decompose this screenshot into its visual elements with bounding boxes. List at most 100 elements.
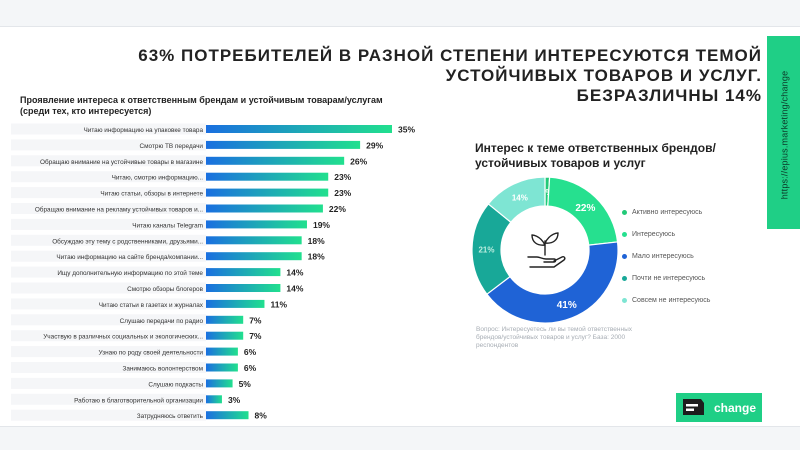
slide-headline: 63% ПОТРЕБИТЕЛЕЙ В РАЗНОЙ СТЕПЕНИ ИНТЕРЕ… — [80, 46, 762, 106]
bar-label-bg — [11, 298, 206, 310]
bar-category-label: Работаю в благотворительной организации — [74, 396, 203, 404]
bar — [206, 125, 392, 133]
side-url[interactable]: https://epius.marketing/change — [776, 60, 792, 210]
legend-swatch — [622, 210, 627, 215]
bar-category-label: Смотрю обзоры блогеров — [127, 285, 203, 293]
legend-item: Интересуюсь — [622, 229, 762, 240]
bar-value-label: 35% — [398, 125, 415, 135]
bar — [206, 220, 307, 229]
legend-label: Мало интересуюсь — [632, 253, 694, 260]
bar — [206, 347, 238, 356]
bar-value-label: 29% — [366, 140, 383, 150]
bar — [206, 156, 345, 165]
bar-category-label: Читаю информацию на сайте бренда/компани… — [56, 253, 203, 261]
bar-value-label: 5% — [239, 379, 252, 389]
bar-label-bg — [11, 346, 206, 358]
bar-chart-subtitle: (среди тех, кто интересуется) — [20, 106, 152, 116]
bar — [206, 395, 222, 404]
bar-label-bg — [11, 282, 206, 294]
donut-slice — [486, 241, 619, 324]
survey-note: Вопрос: Интересуетесь ли вы темой ответс… — [476, 326, 633, 349]
side-url-text[interactable]: https://epius.marketing/change — [779, 70, 790, 200]
bar-value-label: 8% — [255, 411, 268, 421]
bar-category-label: Участвую в различных социальных и эколог… — [43, 334, 203, 341]
legend-swatch — [622, 276, 627, 281]
bar-chart-heading: Проявление интереса к ответственным брен… — [20, 95, 440, 117]
bar-value-label: 14% — [286, 268, 303, 278]
bar-category-label: Слушаю передачи по радио — [120, 318, 204, 325]
bar-value-label: 7% — [249, 315, 262, 325]
legend-swatch — [622, 232, 627, 237]
legend-label: Почти не интересуюсь — [632, 275, 706, 282]
bar-label-bg — [11, 139, 206, 151]
bar-value-label: 18% — [308, 252, 325, 262]
bar-category-label: Ищу дополнительную информацию по этой те… — [57, 269, 203, 277]
bar-value-label: 3% — [228, 395, 241, 405]
bar-value-label: 19% — [313, 220, 330, 230]
bar — [206, 140, 361, 149]
legend-swatch — [622, 298, 627, 303]
bar-label-bg — [11, 203, 206, 214]
bar-chart-title: Проявление интереса к ответственным брен… — [20, 95, 383, 105]
bar-category-label: Читаю, смотрю информацию... — [112, 175, 204, 182]
bar-value-label: 6% — [244, 363, 257, 373]
bar-category-label: Занимаюсь волонтерством — [122, 366, 203, 373]
brand-name: change — [714, 401, 757, 415]
bar-label-bg — [11, 393, 206, 405]
bar-label-bg — [11, 155, 206, 167]
bar — [206, 268, 281, 277]
bar-label-bg — [11, 187, 206, 199]
bar-value-label: 26% — [350, 156, 367, 166]
bar — [206, 299, 265, 308]
bar — [206, 188, 329, 197]
legend-label: Совсем не интересуюсь — [632, 297, 711, 304]
donut-slice — [487, 176, 546, 224]
bar — [206, 363, 238, 372]
bar-value-label: 6% — [244, 347, 257, 357]
headline-line-3: БЕЗРАЗЛИЧНЫ 14% — [576, 86, 762, 105]
bar-label-bg — [11, 362, 206, 373]
donut-chart: 1% 22% 41% 21% 14% — [471, 176, 619, 324]
bar-value-label: 7% — [249, 331, 262, 341]
legend-item: Мало интересуюсь — [622, 251, 762, 262]
bar-value-label: 22% — [329, 204, 346, 214]
bar-label-bg — [11, 250, 206, 262]
bar-category-label: Читаю статьи в газетах и журналах — [99, 302, 204, 309]
donut-slice-label: 22% — [575, 203, 595, 214]
donut-slice-label: 1% — [541, 188, 553, 197]
bar-category-label: Читаю статьи, обзоры в интернете — [100, 190, 203, 198]
bar-value-label: 23% — [334, 172, 351, 182]
donut-slice-label: 41% — [557, 300, 577, 311]
bar-label-bg — [11, 314, 206, 326]
donut-chart-title: Интерес к теме ответственных брендов/ ус… — [475, 141, 716, 170]
top-bar — [0, 0, 800, 27]
bar — [206, 331, 244, 340]
bar-label-bg — [11, 266, 206, 278]
bar-value-label: 11% — [270, 299, 287, 309]
side-banner — [767, 36, 800, 229]
headline-line-2: УСТОЙЧИВЫХ ТОВАРОВ И УСЛУГ. — [445, 66, 762, 85]
bar — [206, 252, 302, 261]
bar-label-bg — [11, 171, 206, 183]
bar — [206, 172, 329, 181]
legend-item: Активно интересуюсь — [622, 207, 762, 218]
bar-category-label: Читаю информацию на упаковке товара — [84, 127, 204, 134]
legend-item: Совсем не интересуюсь — [622, 295, 762, 306]
bottom-bar — [0, 426, 800, 450]
bar — [206, 236, 302, 245]
bar-category-label: Слушаю подкасты — [148, 381, 203, 388]
legend-label: Интересуюсь — [632, 231, 676, 238]
legend-item: Почти не интересуюсь — [622, 273, 762, 284]
headline-line-1: 63% ПОТРЕБИТЕЛЕЙ В РАЗНОЙ СТЕПЕНИ ИНТЕРЕ… — [138, 46, 762, 65]
bar-value-label: 23% — [334, 188, 351, 198]
bar-label-bg — [11, 330, 206, 342]
bar-category-label: Смотрю ТВ передачи — [140, 143, 204, 150]
legend-swatch — [622, 254, 627, 259]
donut-slice-label: 21% — [478, 246, 494, 255]
bar — [206, 204, 323, 213]
bar-label-bg — [11, 234, 206, 246]
bar — [206, 284, 281, 292]
brand-logo-icon — [683, 399, 704, 415]
donut-legend: Активно интересуюсь Интересуюсь Мало интер… — [622, 207, 762, 317]
